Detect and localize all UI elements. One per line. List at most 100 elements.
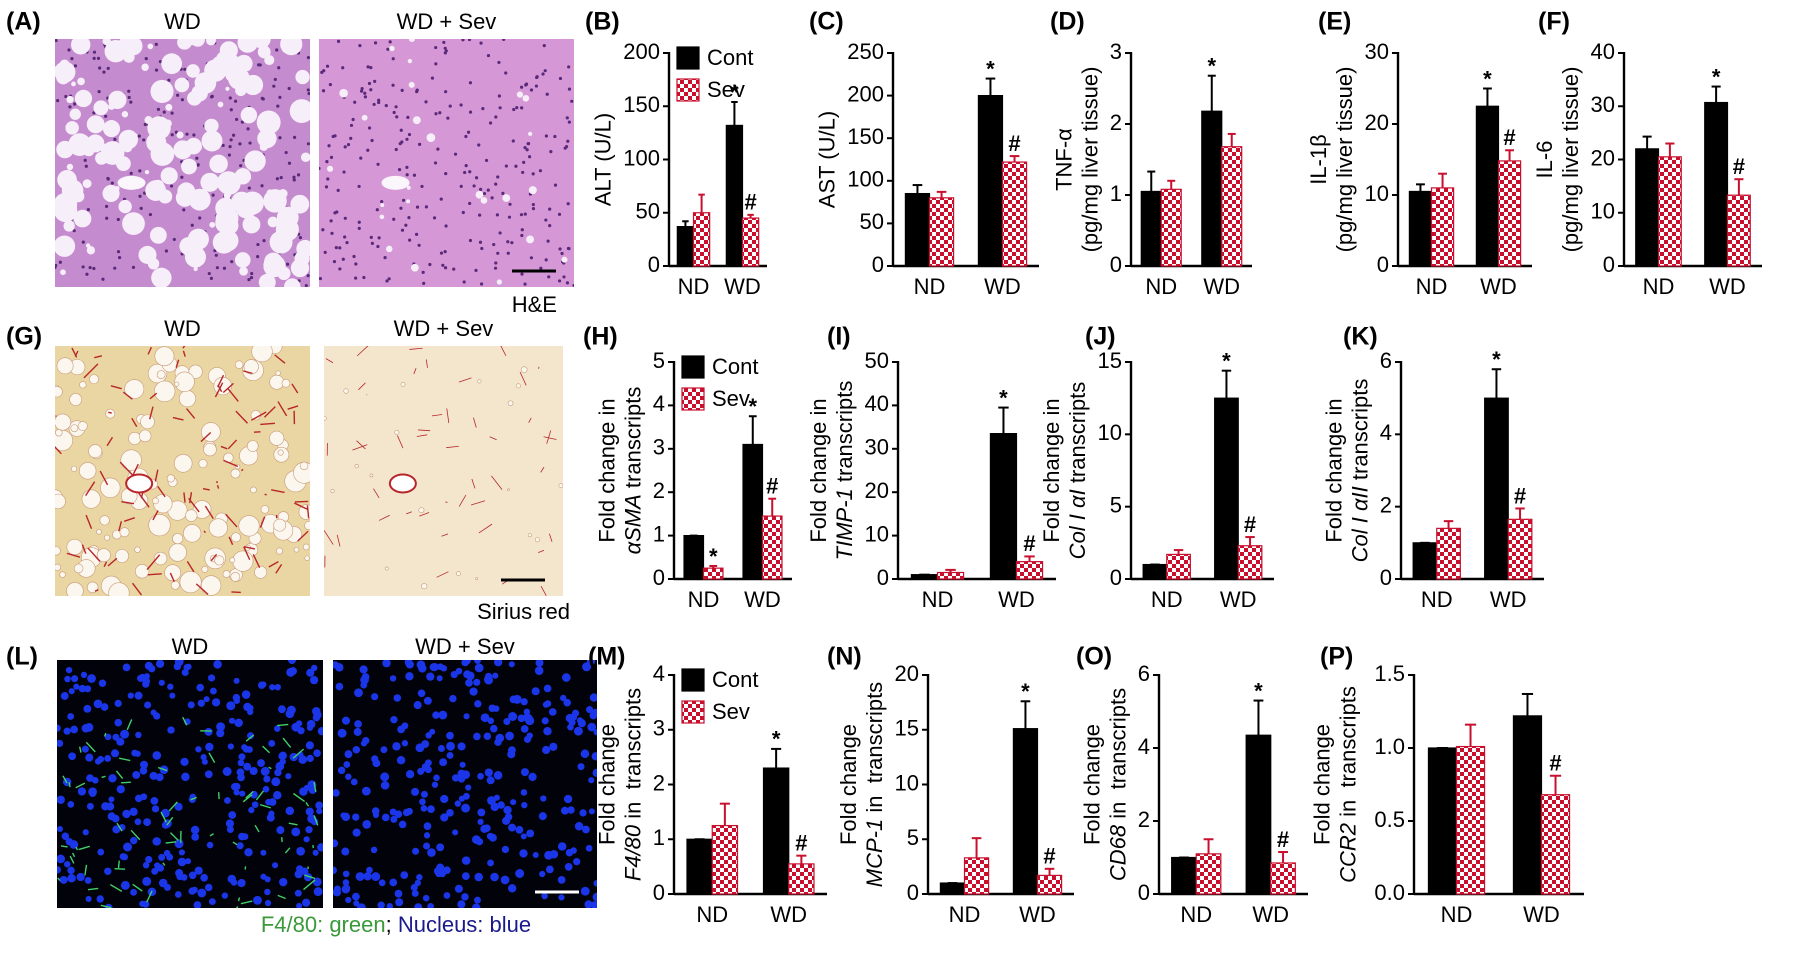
- nucleus: [567, 120, 571, 124]
- collagen-fiber: [182, 346, 186, 349]
- nucleus: [129, 171, 133, 175]
- nucleus: [582, 825, 590, 834]
- nucleus: [494, 182, 498, 186]
- nucleus: [436, 675, 443, 682]
- nucleus: [519, 85, 524, 89]
- nucleus: [488, 704, 497, 712]
- nucleus: [484, 768, 493, 777]
- significance-mark: #: [1023, 531, 1035, 556]
- nucleus: [336, 188, 340, 192]
- nucleus: [158, 60, 163, 64]
- nucleus: [357, 226, 361, 230]
- f480-signal: [255, 790, 264, 801]
- nucleus: [391, 83, 395, 87]
- nucleus: [350, 778, 358, 786]
- nucleus: [337, 766, 346, 775]
- nucleus: [448, 104, 452, 108]
- nucleus: [226, 701, 236, 711]
- nucleus: [384, 104, 388, 108]
- nucleus: [465, 784, 472, 791]
- nucleus: [110, 749, 120, 758]
- nucleus: [84, 164, 88, 168]
- nucleus: [198, 216, 202, 220]
- nucleus: [538, 812, 547, 821]
- nucleus: [503, 805, 512, 815]
- nucleus: [535, 75, 539, 80]
- nucleus: [304, 283, 308, 287]
- collagen-fiber: [227, 439, 238, 450]
- y-axis-label-part: Fold change: [594, 724, 619, 845]
- y-axis-label-part: TIMP-1: [832, 488, 857, 560]
- f480-signal: [182, 716, 188, 726]
- collagen-fiber: [85, 481, 96, 496]
- y-axis-label-part: Fold change: [1309, 724, 1334, 845]
- legend-label: Sev: [712, 699, 750, 724]
- collagen-fiber: [425, 359, 428, 368]
- nucleus: [520, 106, 524, 110]
- vacuole: [134, 564, 150, 579]
- image-title: WD: [164, 316, 201, 341]
- nucleus: [474, 663, 484, 673]
- y-axis-label-part: ALT (U/L): [590, 113, 615, 206]
- vacuole: [300, 152, 310, 162]
- nucleus: [586, 706, 594, 714]
- vacuole: [480, 197, 488, 204]
- nucleus: [590, 901, 597, 908]
- vacuole: [475, 577, 478, 580]
- y-axis-label: (pg/mg liver tissue): [1077, 67, 1102, 253]
- bar: [1455, 745, 1486, 895]
- bar: [702, 567, 724, 580]
- nucleus: [247, 732, 254, 740]
- vacuole: [239, 266, 248, 276]
- nucleus: [238, 142, 242, 146]
- vacuole: [184, 246, 207, 268]
- vacuole: [243, 359, 259, 375]
- nucleus: [250, 271, 254, 276]
- y-tick-label: 1: [1110, 181, 1122, 206]
- nucleus: [566, 139, 570, 143]
- y-tick-label: 3: [653, 716, 665, 741]
- nucleus: [512, 694, 522, 704]
- nucleus: [466, 130, 471, 134]
- vacuole: [105, 408, 116, 419]
- nucleus: [400, 228, 405, 232]
- nucleus: [338, 267, 342, 271]
- nucleus: [434, 62, 438, 66]
- nucleus: [191, 886, 198, 894]
- y-tick-label: 20: [1591, 145, 1615, 170]
- collagen-fiber: [549, 533, 553, 542]
- nucleus: [477, 772, 484, 780]
- nucleus: [343, 145, 347, 149]
- nucleus: [120, 880, 130, 890]
- nucleus: [145, 855, 153, 864]
- y-tick-label: 20: [895, 661, 919, 686]
- nucleus: [204, 770, 213, 779]
- nucleus: [390, 815, 398, 823]
- nucleus: [560, 251, 564, 256]
- nucleus: [342, 879, 350, 886]
- nucleus: [454, 884, 463, 893]
- nucleus: [496, 251, 500, 255]
- nucleus: [357, 220, 361, 224]
- f480-signal: [237, 897, 241, 902]
- nucleus: [500, 875, 510, 885]
- nucleus: [501, 191, 505, 195]
- y-tick-label: 0: [907, 880, 919, 905]
- nucleus: [486, 776, 495, 785]
- vessel: [388, 473, 417, 494]
- vacuole: [257, 128, 277, 149]
- nucleus: [236, 768, 245, 777]
- nucleus: [404, 223, 408, 227]
- collagen-fiber: [473, 417, 477, 428]
- nucleus: [274, 725, 281, 732]
- legend-swatch: [676, 46, 700, 70]
- vacuole: [163, 119, 172, 128]
- vessel: [117, 175, 146, 190]
- y-axis-label-part: IL-6: [1532, 141, 1557, 179]
- vacuole: [266, 189, 274, 196]
- nucleus: [325, 64, 330, 68]
- vacuole: [71, 81, 76, 87]
- y-tick-label: 0: [1110, 252, 1122, 277]
- bar: [762, 767, 790, 895]
- vacuole: [144, 169, 150, 175]
